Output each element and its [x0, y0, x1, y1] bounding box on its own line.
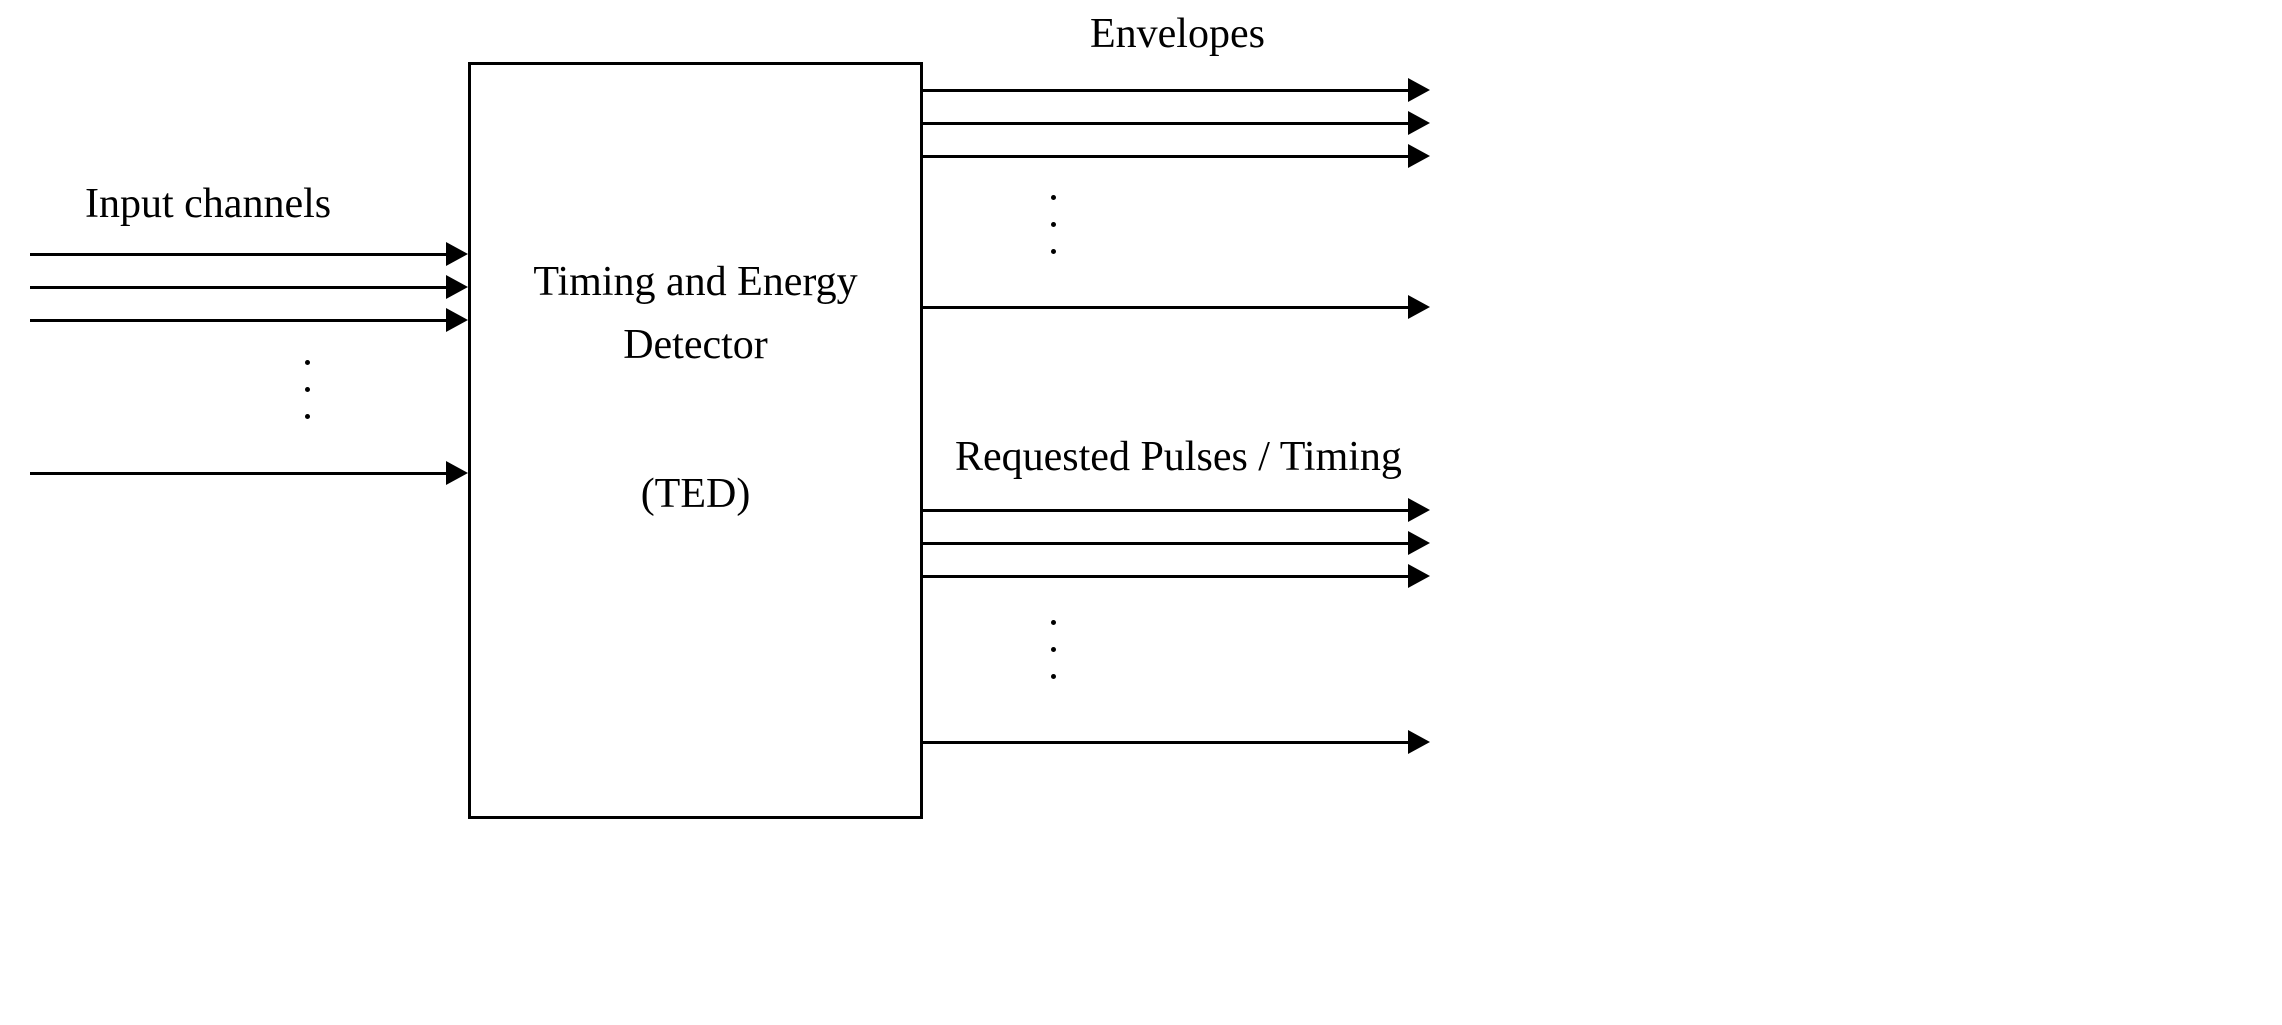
requested-label: Requested Pulses / Timing — [955, 433, 1402, 481]
ted-box: Timing and Energy Detector (TED) — [468, 62, 923, 819]
input-arrow-last-line — [30, 472, 448, 475]
input-channels-label: Input channels — [85, 180, 331, 228]
input-arrow-2-line — [30, 319, 448, 322]
requested-arrow-2-line — [923, 575, 1410, 578]
input-vdots — [305, 360, 310, 419]
input-arrow-1-head — [446, 275, 468, 299]
requested-vdots — [1051, 620, 1056, 679]
envelope-arrow-1-line — [923, 122, 1410, 125]
box-line1: Timing and Energy — [533, 255, 857, 310]
block-diagram: Timing and Energy Detector (TED) Input c… — [0, 0, 2282, 1025]
requested-arrow-1-head — [1408, 531, 1430, 555]
requested-arrow-last-line — [923, 741, 1410, 744]
input-arrow-1-line — [30, 286, 448, 289]
input-arrow-last-head — [446, 461, 468, 485]
box-line3: (TED) — [641, 467, 751, 522]
envelope-arrow-2-line — [923, 155, 1410, 158]
envelope-arrow-0-head — [1408, 78, 1430, 102]
envelope-vdots — [1051, 195, 1056, 254]
envelope-arrow-last-head — [1408, 295, 1430, 319]
envelope-arrow-2-head — [1408, 144, 1430, 168]
requested-arrow-last-head — [1408, 730, 1430, 754]
input-arrow-0-head — [446, 242, 468, 266]
envelope-arrow-0-line — [923, 89, 1410, 92]
requested-arrow-1-line — [923, 542, 1410, 545]
requested-arrow-2-head — [1408, 564, 1430, 588]
requested-arrow-0-line — [923, 509, 1410, 512]
input-arrow-0-line — [30, 253, 448, 256]
envelope-arrow-last-line — [923, 306, 1410, 309]
requested-arrow-0-head — [1408, 498, 1430, 522]
box-line2: Detector — [623, 318, 768, 373]
envelopes-label: Envelopes — [1090, 10, 1265, 58]
envelope-arrow-1-head — [1408, 111, 1430, 135]
input-arrow-2-head — [446, 308, 468, 332]
